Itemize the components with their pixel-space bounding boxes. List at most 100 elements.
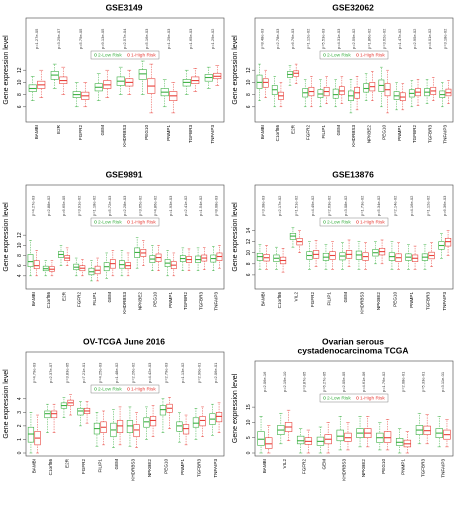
p-value: p=5.34e-02 (376, 195, 381, 216)
y-tick-label: 0 (246, 451, 252, 454)
category-label: KHDRBS3 (359, 292, 364, 314)
panel-title: GSE13876 (332, 169, 374, 179)
p-value: p=1.29e-03 (166, 28, 171, 49)
category-label: KHDRBS3 (130, 459, 135, 481)
p-value: p=1.76e-02 (381, 371, 386, 392)
box (296, 435, 305, 445)
category-label: TGFBR3 (421, 459, 426, 478)
category-label: KHDRBS3 (341, 459, 346, 481)
category-label: PNMP1 (166, 125, 171, 141)
legend-label: 1-High Risk (131, 53, 156, 59)
box (50, 410, 58, 419)
box (256, 74, 263, 89)
p-value: p=5.53e-03 (321, 28, 326, 49)
box (265, 437, 273, 449)
p-value: p=6.65e-05 (61, 195, 66, 216)
box (215, 412, 223, 423)
box (149, 416, 157, 427)
box (262, 78, 269, 88)
y-tick-label: 6 (17, 105, 23, 108)
legend-box (90, 50, 160, 60)
category-label: KHDRBS3 (122, 292, 127, 314)
legend-marker (322, 220, 327, 224)
p-value: p=3.91e-02 (76, 195, 81, 216)
legend-marker (322, 396, 327, 400)
category-label: PEG10 (381, 459, 386, 474)
box (182, 424, 190, 435)
y-tick-label: 10 (246, 79, 252, 85)
legend-label: 1-High Risk (360, 396, 385, 402)
y-axis-label: Gene expression level (3, 369, 10, 439)
p-value: p=2.63e-02 (326, 195, 331, 216)
legend-label: 2-Low Risk (98, 220, 122, 226)
category-label: PEG10 (144, 125, 149, 140)
p-value: p=3.11e-01 (440, 371, 445, 392)
p-value: p=2.57e-04 (122, 28, 127, 49)
p-value: p=4.01e-02 (427, 28, 432, 49)
category-label: TGFBR2 (183, 292, 188, 311)
plot-frame (25, 351, 225, 457)
p-value: p=1.48e-02 (114, 362, 119, 383)
category-label: PNMP1 (168, 292, 173, 308)
box (176, 421, 183, 432)
legend-box (319, 217, 389, 227)
category-label: E2R (61, 291, 66, 301)
p-value: p=8.08e-03 (213, 195, 218, 216)
p-value: p=2.26e-02 (130, 362, 135, 383)
y-tick-label: 8 (246, 93, 252, 96)
y-tick-label: 8 (17, 254, 23, 257)
y-tick-label: 6 (246, 105, 252, 108)
p-value: p=3.65e-02 (137, 195, 142, 216)
p-value: p=5.16e-03 (144, 28, 149, 49)
category-label: GEM (343, 292, 348, 303)
p-value: p=1.65e-03 (188, 28, 193, 49)
y-tick-label: 12 (246, 67, 252, 73)
plot-frame (25, 184, 225, 290)
p-value: p=4.86e-02 (153, 195, 158, 216)
p-value: p=5.79e-05 (78, 28, 83, 49)
legend-box (90, 217, 160, 227)
y-tick-label: 14 (246, 228, 252, 234)
category-label: TGFBR2 (412, 125, 417, 144)
plot-frame (254, 360, 454, 457)
p-value: p=9.13e-05 (100, 28, 105, 49)
category-label: C1orf86 (277, 292, 282, 309)
category-label: KHDRBS3 (122, 125, 127, 147)
p-value: p=2.06e-01 (213, 362, 218, 383)
category-label: TNFAIP3 (214, 292, 219, 311)
category-label: PNMP1 (180, 459, 185, 475)
category-label: C1orf86 (48, 459, 53, 476)
category-label: E2R (64, 458, 69, 468)
category-label: VIL2 (293, 292, 298, 302)
p-value: p=2.78e-03 (275, 28, 280, 49)
panel: GSE3149 Gene expression level 6 8 10 12 BAMBI p… (3, 2, 225, 147)
y-tick-label: 3 (17, 411, 23, 414)
y-tick-label: 12 (246, 239, 252, 245)
box (126, 420, 134, 433)
p-value: p=3.08e-02 (343, 195, 348, 216)
category-label: PEG10 (382, 125, 387, 140)
legend-label: 1-High Risk (360, 220, 385, 226)
p-value: p=2.37e-07 (48, 362, 53, 383)
y-tick-label: 1 (17, 438, 23, 441)
p-value: p=1.13e-02 (180, 362, 185, 383)
category-label: BAMBI (31, 459, 36, 473)
category-label: FILIP1 (92, 292, 97, 306)
y-tick-label: 12 (17, 232, 23, 238)
category-label: KHDRBS3 (351, 125, 356, 147)
category-label: PNMP1 (409, 292, 414, 308)
category-label: PEG10 (392, 292, 397, 307)
box (27, 426, 35, 443)
y-tick-label: 5 (246, 436, 252, 439)
p-value: p=4.16e-02 (409, 195, 414, 216)
y-tick-label: 10 (17, 79, 23, 85)
panel: GSE13876 Gene expression level 6 8 10 12 14 BAM… (232, 169, 454, 314)
box (138, 69, 147, 80)
legend-marker (355, 396, 360, 400)
p-value: p=1.18e-02 (92, 195, 97, 216)
p-value: p=1.12e-02 (305, 28, 310, 49)
p-value: p=1.86e-02 (366, 28, 371, 49)
box (143, 417, 150, 428)
